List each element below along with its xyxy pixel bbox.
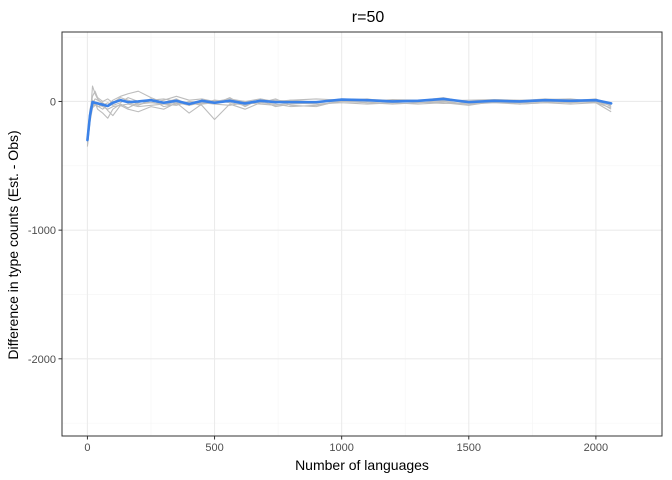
x-tick-label: 500 [205, 442, 223, 454]
y-tick-label: -2000 [28, 354, 56, 366]
x-tick-label: 1000 [329, 442, 353, 454]
x-axis-title: Number of languages [295, 457, 429, 473]
y-axis-title: Difference in type counts (Est. - Obs) [5, 130, 21, 359]
series-layer [86, 85, 613, 147]
chart-title: r=50 [352, 9, 385, 26]
panel-border [61, 31, 663, 437]
replicate-series-line [86, 102, 612, 146]
x-tick-label: 2000 [584, 442, 608, 454]
y-tick-label: 0 [50, 96, 56, 108]
x-tick-label: 0 [84, 442, 90, 454]
x-tick-label: 1500 [457, 442, 481, 454]
mean-series-line [86, 97, 613, 142]
y-tick-label: -1000 [28, 225, 56, 237]
grid [62, 32, 662, 436]
axis-ticks: 0 500 1000 1500 2000 0 -1000 -2000 [28, 96, 608, 454]
